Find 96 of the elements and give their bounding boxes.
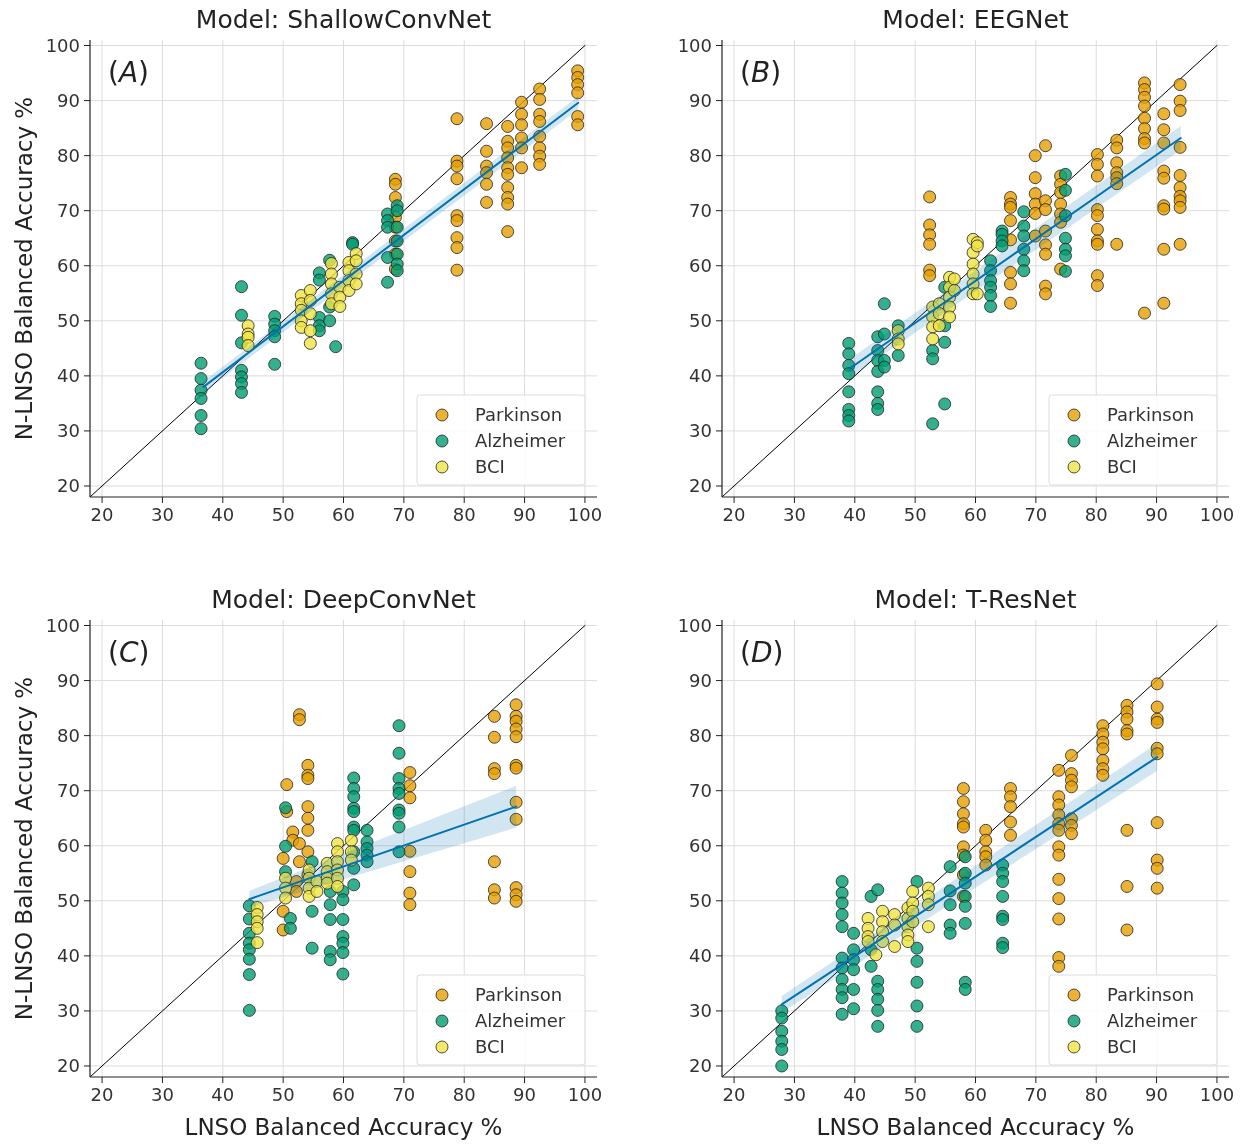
y-tick-label: 20: [57, 1055, 80, 1077]
x-tick-label: 80: [1084, 1084, 1108, 1105]
x-tick-label: 70: [1024, 1084, 1048, 1105]
y-tick-label: 80: [689, 724, 712, 746]
y-tick-label: 30: [57, 1000, 80, 1022]
y-tick-label: 70: [57, 199, 80, 221]
y-tick-label: 60: [689, 255, 712, 277]
y-tick-label: 50: [57, 310, 80, 332]
legend-label: Alzheimer: [475, 430, 566, 452]
x-tick-label: 70: [392, 504, 416, 525]
annotation: (C): [108, 636, 150, 669]
x-tick-label: 100: [567, 504, 603, 525]
x-tick-label: 80: [452, 1084, 476, 1105]
x-tick-label: 60: [964, 1084, 987, 1105]
y-tick-label: 70: [689, 199, 712, 221]
x-tick-label: 100: [1199, 504, 1235, 525]
x-axis-title: LNSO Balanced Accuracy %: [184, 1114, 503, 1140]
x-tick-label: 20: [90, 1084, 114, 1105]
legend-label: Parkinson: [1107, 404, 1195, 426]
x-tick-label: 90: [513, 1084, 537, 1105]
annotation: (D): [740, 636, 784, 669]
y-tick-label: 50: [57, 890, 80, 912]
y-tick-label: 100: [677, 34, 712, 56]
x-tick-label: 80: [452, 504, 476, 525]
y-tick-label: 20: [689, 475, 712, 497]
legend-label: BCI: [475, 456, 505, 478]
y-axis-title: N-LNSO Balanced Accuracy %: [11, 676, 37, 1021]
x-tick-label: 80: [1084, 504, 1108, 525]
legend-label: Parkinson: [475, 984, 563, 1006]
y-tick-label: 20: [57, 475, 80, 497]
x-tick-label: 40: [211, 504, 235, 525]
x-tick-label: 90: [513, 504, 537, 525]
y-tick-label: 30: [689, 1000, 712, 1022]
chart-title: Model: T-ResNet: [874, 585, 1077, 614]
y-tick-label: 90: [689, 89, 712, 111]
y-tick-label: 50: [689, 310, 712, 332]
y-axis-title: N-LNSO Balanced Accuracy %: [11, 96, 37, 441]
x-tick-label: 70: [392, 1084, 416, 1105]
x-tick-label: 20: [90, 504, 114, 525]
legend-label: Alzheimer: [1107, 1010, 1198, 1032]
x-tick-label: 50: [271, 1084, 295, 1105]
legend-label: BCI: [1107, 1036, 1137, 1058]
y-tick-label: 90: [57, 669, 80, 691]
x-tick-label: 50: [271, 504, 295, 525]
x-tick-label: 30: [782, 504, 806, 525]
chart-title: Model: EEGNet: [882, 5, 1069, 34]
legend-label: Parkinson: [1107, 984, 1195, 1006]
y-tick-label: 40: [689, 945, 712, 967]
x-tick-label: 50: [903, 504, 927, 525]
y-tick-label: 40: [57, 365, 80, 387]
y-tick-label: 50: [689, 890, 712, 912]
y-tick-label: 40: [57, 945, 80, 967]
chart-title: Model: DeepConvNet: [211, 585, 476, 614]
y-tick-label: 60: [57, 255, 80, 277]
legend-label: Alzheimer: [475, 1010, 566, 1032]
x-tick-label: 60: [964, 504, 987, 525]
annotation: (A): [108, 56, 150, 89]
x-tick-label: 100: [567, 1084, 603, 1105]
x-tick-label: 60: [332, 504, 355, 525]
y-tick-label: 70: [689, 779, 712, 801]
x-tick-label: 50: [903, 1084, 927, 1105]
y-tick-label: 60: [57, 835, 80, 857]
x-tick-label: 100: [1199, 1084, 1235, 1105]
x-tick-label: 30: [150, 504, 174, 525]
y-tick-label: 70: [57, 779, 80, 801]
legend-label: Alzheimer: [1107, 430, 1198, 452]
y-tick-label: 100: [45, 614, 80, 636]
y-tick-label: 20: [689, 1055, 712, 1077]
y-tick-label: 80: [57, 144, 80, 166]
y-tick-label: 100: [45, 34, 80, 56]
legend-label: Parkinson: [475, 404, 563, 426]
chart-title: Model: ShallowConvNet: [195, 5, 492, 34]
x-tick-label: 30: [150, 1084, 174, 1105]
y-tick-label: 30: [57, 420, 80, 442]
legend-label: BCI: [1107, 456, 1137, 478]
x-tick-label: 40: [211, 1084, 235, 1105]
x-tick-label: 90: [1145, 504, 1169, 525]
y-tick-label: 90: [689, 669, 712, 691]
annotation: (B): [740, 56, 782, 89]
y-tick-label: 80: [689, 144, 712, 166]
y-tick-label: 100: [677, 614, 712, 636]
x-tick-label: 40: [843, 504, 867, 525]
x-axis-title: LNSO Balanced Accuracy %: [816, 1114, 1135, 1140]
y-tick-label: 40: [689, 365, 712, 387]
y-tick-label: 30: [689, 420, 712, 442]
x-tick-label: 40: [843, 1084, 867, 1105]
legend-label: BCI: [475, 1036, 505, 1058]
x-tick-label: 20: [722, 504, 746, 525]
y-tick-label: 90: [57, 89, 80, 111]
x-tick-label: 60: [332, 1084, 355, 1105]
x-tick-label: 90: [1145, 1084, 1169, 1105]
x-tick-label: 70: [1024, 504, 1048, 525]
x-tick-label: 20: [722, 1084, 746, 1105]
y-tick-label: 60: [689, 835, 712, 857]
y-tick-label: 80: [57, 724, 80, 746]
x-tick-label: 30: [782, 1084, 806, 1105]
